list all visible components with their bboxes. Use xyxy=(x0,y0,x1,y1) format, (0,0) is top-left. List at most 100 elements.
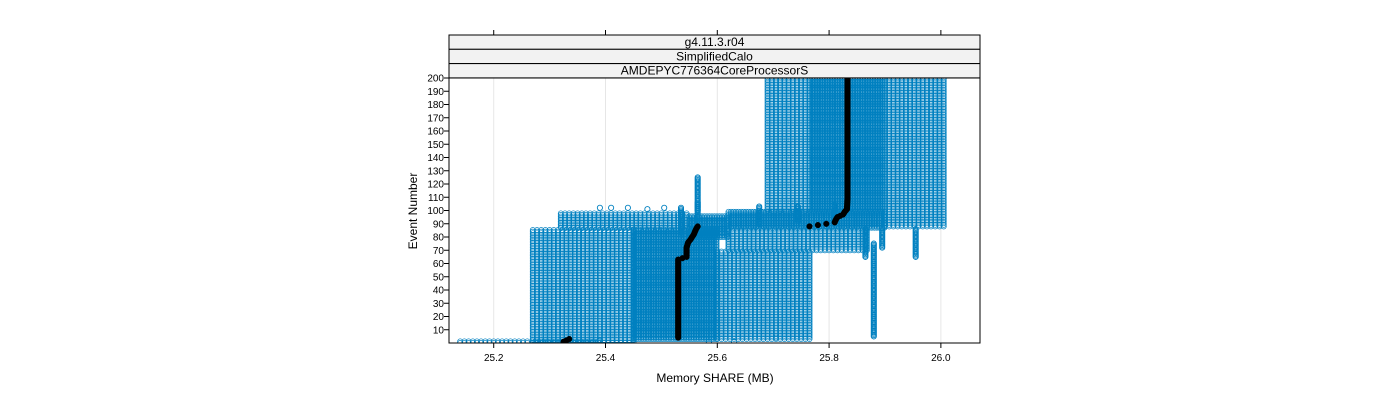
data-point xyxy=(550,313,557,319)
data-point xyxy=(538,262,545,269)
data-point xyxy=(559,235,566,242)
data-point xyxy=(538,308,545,315)
data-point xyxy=(550,235,557,242)
data-point xyxy=(550,247,557,254)
data-point xyxy=(563,255,570,262)
data-point xyxy=(588,251,595,257)
data-point xyxy=(580,266,587,273)
data-point xyxy=(571,257,578,264)
data-point xyxy=(559,320,566,327)
data-point xyxy=(542,297,549,304)
data-point xyxy=(529,276,536,283)
data-point xyxy=(571,238,578,245)
data-point xyxy=(576,263,582,270)
data-point xyxy=(534,338,540,343)
data-point xyxy=(555,273,561,280)
data-point xyxy=(555,324,561,331)
data-point xyxy=(550,297,557,304)
data-points xyxy=(457,78,947,343)
data-point xyxy=(588,260,595,267)
data-point xyxy=(529,258,536,265)
data-point xyxy=(555,314,561,321)
data-point xyxy=(580,316,587,323)
data-point xyxy=(567,254,574,261)
data-point xyxy=(563,274,570,281)
data-point xyxy=(588,313,595,319)
data-point xyxy=(584,290,591,297)
data-point xyxy=(592,293,599,300)
data-point xyxy=(567,328,574,335)
data-point xyxy=(567,268,574,275)
data-point xyxy=(555,230,561,237)
data-point xyxy=(580,236,587,243)
data-point xyxy=(592,316,599,323)
data-point xyxy=(563,305,570,311)
data-point xyxy=(563,282,570,289)
data-point xyxy=(550,228,557,235)
data-point xyxy=(529,305,536,311)
data-point xyxy=(559,293,566,300)
data-point xyxy=(555,300,561,307)
data-point xyxy=(576,249,582,256)
data-point xyxy=(567,251,574,257)
data-point xyxy=(550,325,557,332)
data-point xyxy=(529,238,536,245)
data-point xyxy=(567,274,574,281)
data-point xyxy=(542,335,549,342)
data-point xyxy=(555,292,561,299)
data-point xyxy=(588,257,595,264)
data-point xyxy=(571,254,578,261)
data-point xyxy=(588,324,595,331)
data-point xyxy=(546,293,553,300)
data-point xyxy=(567,239,574,246)
data-point xyxy=(584,230,591,237)
data-point xyxy=(588,330,595,337)
data-point xyxy=(534,320,540,327)
data-point xyxy=(576,235,582,242)
data-point xyxy=(576,335,582,342)
data-point xyxy=(542,327,549,334)
data-point xyxy=(584,265,591,272)
data-point xyxy=(567,278,574,284)
data-point xyxy=(576,292,582,299)
data-point xyxy=(567,243,574,249)
data-point xyxy=(571,305,578,311)
data-point xyxy=(580,233,587,240)
data-point xyxy=(563,238,570,245)
data-point xyxy=(576,241,582,248)
data-point xyxy=(538,276,545,283)
data-point xyxy=(588,244,595,251)
data-point xyxy=(555,285,561,292)
data-point xyxy=(592,324,599,331)
data-point xyxy=(559,316,566,323)
data-point xyxy=(546,314,553,321)
data-point xyxy=(529,320,536,327)
data-point xyxy=(567,255,574,262)
data-point xyxy=(529,252,536,259)
data-point xyxy=(580,303,587,310)
data-point xyxy=(580,235,587,242)
data-point xyxy=(588,317,595,324)
data-point xyxy=(559,309,566,316)
data-point xyxy=(567,260,574,267)
data-point xyxy=(534,270,540,276)
data-point xyxy=(571,287,578,294)
data-point xyxy=(576,251,582,257)
data-point xyxy=(542,308,549,315)
data-point xyxy=(571,228,578,235)
data-point xyxy=(576,316,582,323)
data-point xyxy=(571,260,578,267)
data-point xyxy=(542,236,549,243)
data-point xyxy=(588,316,595,323)
data-point xyxy=(529,325,536,332)
data-point xyxy=(576,273,582,280)
data-point xyxy=(534,263,540,270)
data-point xyxy=(584,249,591,256)
data-point xyxy=(538,335,545,342)
data-point xyxy=(534,290,540,297)
data-point xyxy=(576,313,582,319)
data-point xyxy=(461,338,468,343)
data-point xyxy=(567,319,574,326)
data-point xyxy=(571,327,578,334)
